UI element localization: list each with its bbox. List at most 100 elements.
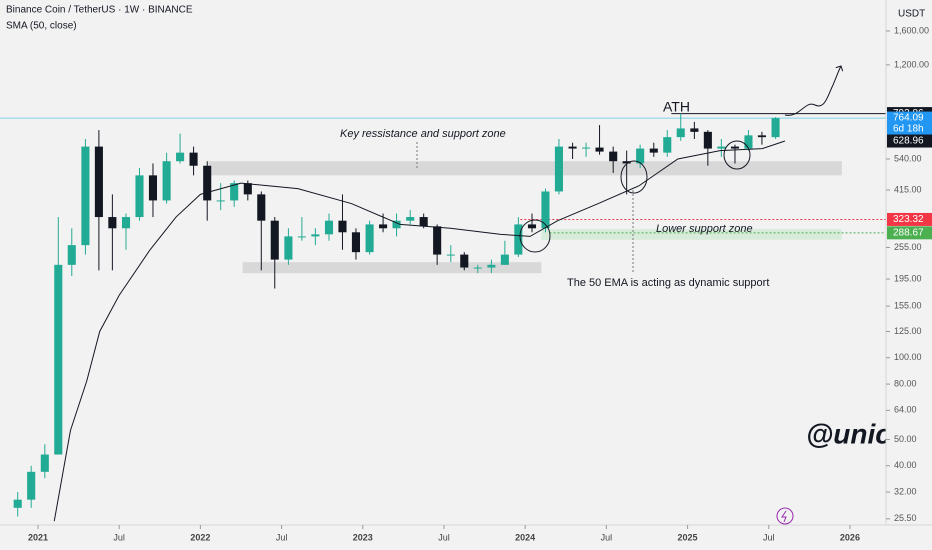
zone [541,229,842,240]
candle-body [351,232,361,253]
sma-line [53,140,786,522]
candle-body [135,175,144,218]
y-tick-label: 540.00 [894,153,922,163]
candle-body [744,135,753,149]
y-tick-label: 1,200.00 [894,59,929,69]
candle-body [270,220,279,260]
candle-body [636,148,645,164]
candle-body [148,175,158,201]
annotation: Lower support zone [656,223,753,235]
candle-body [649,148,658,153]
chart-title: Binance Coin / TetherUS · 1W · BINANCE [6,5,193,16]
price-box-label: 323.32 [893,214,924,225]
x-tick-label: Jul [601,532,613,542]
candle-body [40,454,49,472]
candle-body [582,147,591,149]
y-tick-label: 195.00 [894,273,922,283]
x-tick-label: Jul [276,532,288,542]
candle-body [703,131,712,149]
x-tick-label: 2021 [28,532,48,542]
candle-body [663,137,672,153]
candle-body [27,471,36,500]
candle-body [554,146,563,192]
currency: USDT [898,9,925,20]
candle-body [379,224,388,229]
event-icon [781,510,787,523]
y-tick-label: 125.00 [894,326,922,336]
candle-body [216,200,225,202]
highlight-circle [519,219,551,253]
candle-body [757,135,766,138]
zone [242,262,542,274]
x-tick-label: Jul [438,532,450,542]
sma-box-label: 628.96 [893,136,924,147]
projection-arrow [784,66,841,116]
event-icon[interactable] [776,507,794,525]
candle-body [176,152,185,162]
candle-body [460,254,469,268]
y-tick-label: 50.00 [894,434,917,444]
plot-area [0,113,886,522]
y-tick-label: 1,600.00 [894,25,929,35]
x-tick-label: 2022 [190,532,210,542]
x-tick-label: Jul [113,532,125,542]
sma-box [887,134,932,148]
annotation: Key ressistance and support zone [340,128,506,140]
candle-body [13,499,22,508]
candle-body [311,234,320,237]
y-tick-label: 80.00 [894,378,917,388]
annotation: The 50 EMA is acting as dynamic support [567,277,769,289]
x-tick-label: Jul [763,532,775,542]
candle-body [541,191,550,229]
candle-body [446,254,455,256]
candle-body [230,183,239,201]
y-tick-label: 155.00 [894,300,922,310]
candle-body [365,224,374,253]
candle-body [622,161,631,164]
candle-body [257,194,266,221]
candle-body [297,236,306,238]
candle-body [406,217,415,221]
candle-body [609,151,618,162]
ath-label: ATH [663,99,690,115]
candle-body [595,147,604,152]
price-box [887,226,932,240]
candle-body [568,146,577,149]
candle-body [162,161,171,201]
y-tick-label: 100.00 [894,352,922,362]
candle-body [324,220,334,235]
candle-body [203,165,212,201]
candle-body [690,128,699,132]
candle-body [338,220,347,233]
price-axis [886,0,932,550]
y-tick-label: 64.00 [894,405,917,415]
candle-body [54,264,63,455]
candle-body [67,245,76,265]
zone [208,161,842,176]
highlight-circle [723,140,751,170]
candle-body [717,146,726,149]
x-tick-label: 2023 [353,532,373,542]
y-tick-label: 25.50 [894,513,917,523]
candle-body [514,224,523,255]
candle-body [730,146,740,149]
candle-body [284,236,293,260]
highlight-circle [620,160,648,194]
x-tick-label: 2025 [678,532,698,542]
candle-body [419,217,428,227]
candle-body [527,224,537,229]
candle-body [473,267,482,269]
x-tick-label: 2026 [840,532,860,542]
y-tick-label: 32.00 [894,486,917,496]
indicator-legend: SMA (50, close) [6,21,77,32]
countdown-label: 6d 18h [893,124,924,135]
last-price-box [887,111,932,136]
candle-body [108,217,117,229]
candle-body [121,217,131,229]
price-box [887,212,932,226]
candle-body [81,146,90,246]
candle-body [487,264,496,268]
candle-body [500,254,509,265]
